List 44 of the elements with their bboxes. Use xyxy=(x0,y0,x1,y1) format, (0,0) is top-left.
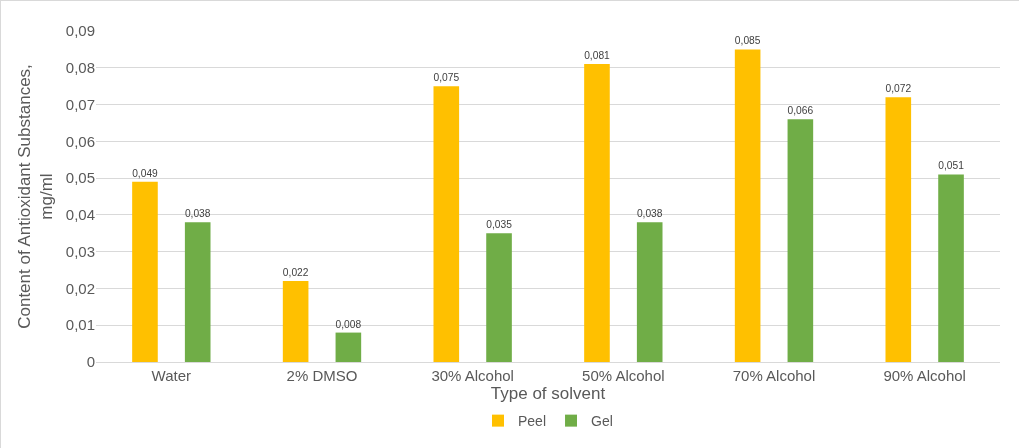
y-tick-label: 0,02 xyxy=(65,279,95,297)
data-label: 0,038 xyxy=(184,208,211,220)
data-label: 0,038 xyxy=(636,208,663,220)
bar xyxy=(636,222,663,362)
y-tick-label: 0,04 xyxy=(65,206,95,224)
bar xyxy=(885,97,912,362)
bar xyxy=(584,64,610,362)
bar xyxy=(132,181,158,362)
legend-label: Gel xyxy=(591,413,613,430)
data-label: 0,049 xyxy=(132,167,159,179)
y-tick-label: 0,06 xyxy=(65,132,95,150)
x-tick-label: 50% Alcohol xyxy=(582,367,665,384)
bar xyxy=(335,332,362,362)
y-axis-title: Content of Antioxidant Substances, mg/ml xyxy=(15,64,57,329)
x-tick-label: 90% Alcohol xyxy=(883,367,966,384)
bar xyxy=(938,174,964,362)
y-tick-label: 0,07 xyxy=(65,95,95,113)
data-label: 0,066 xyxy=(787,105,814,117)
y-tick-label: 0,08 xyxy=(65,59,95,77)
data-label: 0,035 xyxy=(486,219,513,231)
y-tick-label: 0 xyxy=(86,353,95,371)
legend-label: Peel xyxy=(518,413,547,430)
data-label: 0,075 xyxy=(433,72,460,84)
data-label: 0,022 xyxy=(282,267,309,279)
bar xyxy=(787,119,814,362)
x-tick-label: 2% DMSO xyxy=(286,367,358,384)
x-tick-label: Water xyxy=(151,367,192,384)
y-tick-label: 0,03 xyxy=(65,242,95,260)
data-label: 0,008 xyxy=(335,318,362,330)
x-tick-label: 70% Alcohol xyxy=(732,367,816,384)
data-label: 0,072 xyxy=(885,83,912,95)
y-tick-label: 0,09 xyxy=(65,22,95,40)
x-tick-label: 30% Alcohol xyxy=(431,367,514,384)
bar xyxy=(486,233,512,362)
data-label: 0,085 xyxy=(734,35,761,47)
y-tick-label: 0,01 xyxy=(65,316,95,334)
y-tick-label: 0,05 xyxy=(65,169,95,187)
data-label: 0,081 xyxy=(584,50,611,62)
data-label: 0,051 xyxy=(938,160,965,172)
bar xyxy=(734,49,761,362)
bar xyxy=(282,281,309,362)
bar xyxy=(184,222,211,362)
x-axis-title: Type of solvent xyxy=(490,384,606,403)
bar xyxy=(433,86,460,362)
